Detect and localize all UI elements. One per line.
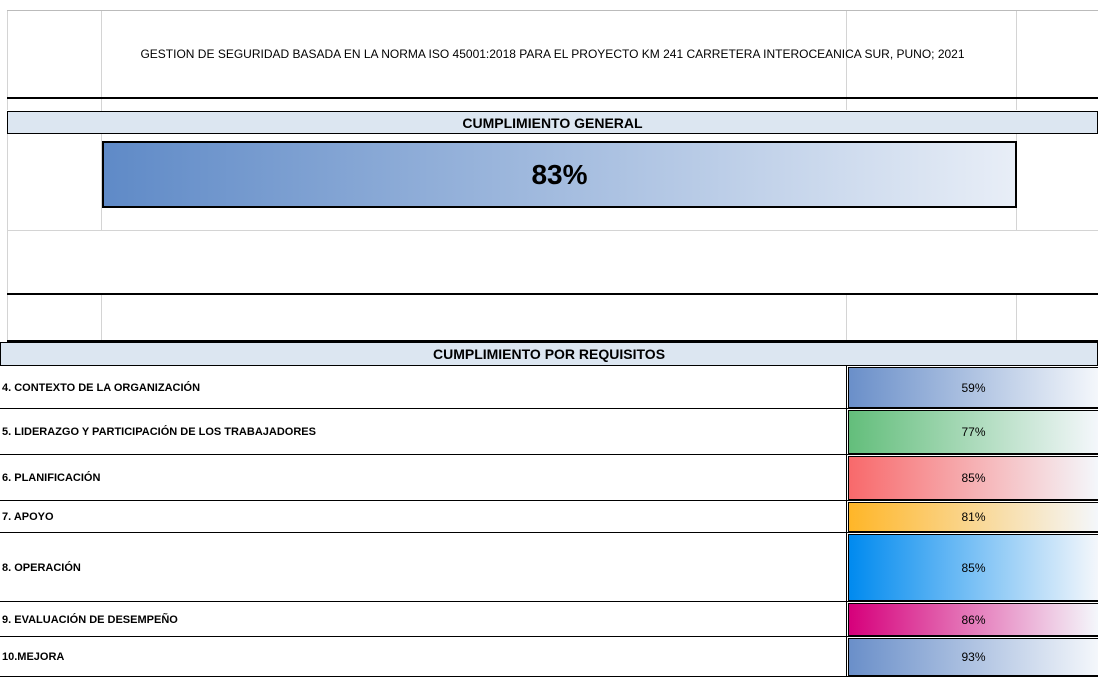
grid-line	[846, 293, 847, 341]
requirement-value: 93%	[848, 638, 1098, 676]
grid-line	[7, 230, 1098, 231]
overall-bar: 83%	[102, 141, 1017, 208]
requirement-value: 85%	[848, 456, 1098, 500]
column-border	[846, 366, 847, 677]
requirement-value: 59%	[848, 367, 1098, 408]
requirement-value: 86%	[848, 603, 1098, 636]
requirement-label: 7. APOYO	[2, 511, 54, 523]
requirement-label: 5. LIDERAZGO Y PARTICIPACIÓN DE LOS TRAB…	[2, 426, 316, 438]
grid-line	[7, 133, 8, 341]
grid-line	[846, 10, 847, 110]
row-border	[0, 532, 1098, 533]
title: GESTION DE SEGURIDAD BASADA EN LA NORMA …	[140, 47, 965, 61]
requirement-label: 9. EVALUACIÓN DE DESEMPEÑO	[2, 613, 178, 626]
row-border	[0, 636, 1098, 637]
row-border	[0, 601, 1098, 602]
grid-line	[1016, 10, 1017, 110]
row-border	[0, 500, 1098, 501]
section-heading: CUMPLIMIENTO POR REQUISITOS	[0, 342, 1098, 366]
grid-line	[7, 10, 8, 110]
row-border	[0, 454, 1098, 455]
grid-line	[1016, 293, 1017, 341]
requirement-label: 8. OPERACIÓN	[2, 561, 81, 574]
requirement-value: 85%	[848, 534, 1098, 601]
grid-line	[101, 293, 102, 341]
border	[7, 10, 1098, 11]
border	[7, 293, 1098, 295]
requirement-value: 77%	[848, 410, 1098, 454]
row-border	[0, 408, 1098, 409]
section-heading: CUMPLIMIENTO GENERAL	[7, 111, 1098, 134]
border	[7, 97, 1098, 99]
requirement-label: 10.MEJORA	[2, 651, 65, 663]
requirement-value: 81%	[848, 502, 1098, 532]
border	[7, 340, 1098, 342]
requirement-label: 4. CONTEXTO DE LA ORGANIZACIÓN	[2, 381, 201, 394]
requirement-label: 6. PLANIFICACIÓN	[2, 472, 101, 484]
